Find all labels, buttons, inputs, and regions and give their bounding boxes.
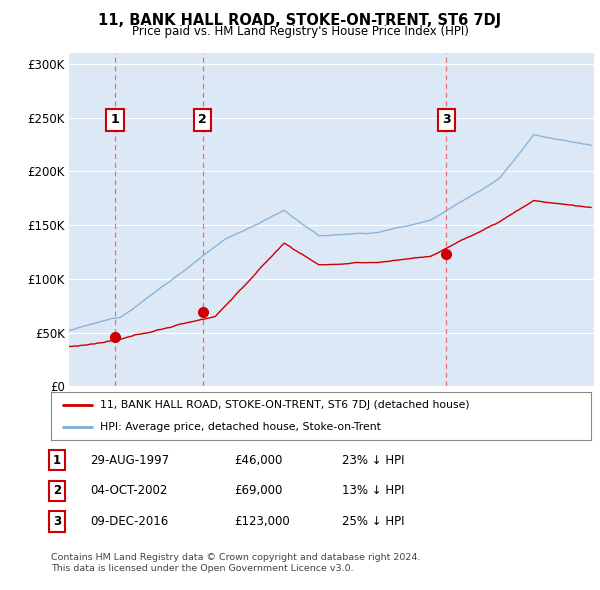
Text: 2: 2 [198, 113, 207, 126]
Text: 11, BANK HALL ROAD, STOKE-ON-TRENT, ST6 7DJ (detached house): 11, BANK HALL ROAD, STOKE-ON-TRENT, ST6 … [100, 400, 469, 410]
Text: £69,000: £69,000 [234, 484, 283, 497]
Text: 3: 3 [442, 113, 451, 126]
Text: Price paid vs. HM Land Registry's House Price Index (HPI): Price paid vs. HM Land Registry's House … [131, 25, 469, 38]
Text: 11, BANK HALL ROAD, STOKE-ON-TRENT, ST6 7DJ: 11, BANK HALL ROAD, STOKE-ON-TRENT, ST6 … [98, 13, 502, 28]
Text: 1: 1 [53, 454, 61, 467]
Text: 04-OCT-2002: 04-OCT-2002 [90, 484, 167, 497]
Text: 29-AUG-1997: 29-AUG-1997 [90, 454, 169, 467]
Text: 3: 3 [53, 515, 61, 528]
Text: 25% ↓ HPI: 25% ↓ HPI [342, 515, 404, 528]
Text: 23% ↓ HPI: 23% ↓ HPI [342, 454, 404, 467]
Text: 09-DEC-2016: 09-DEC-2016 [90, 515, 168, 528]
Text: 1: 1 [110, 113, 119, 126]
Text: Contains HM Land Registry data © Crown copyright and database right 2024.
This d: Contains HM Land Registry data © Crown c… [51, 553, 421, 573]
Text: £123,000: £123,000 [234, 515, 290, 528]
Text: 2: 2 [53, 484, 61, 497]
Text: 13% ↓ HPI: 13% ↓ HPI [342, 484, 404, 497]
Text: £46,000: £46,000 [234, 454, 283, 467]
Text: HPI: Average price, detached house, Stoke-on-Trent: HPI: Average price, detached house, Stok… [100, 422, 380, 432]
